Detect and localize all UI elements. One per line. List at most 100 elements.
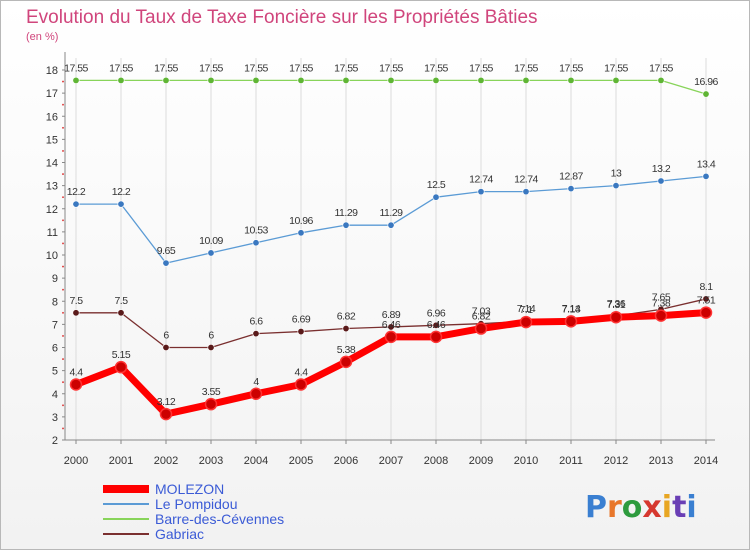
legend-label: Gabriac <box>155 526 204 542</box>
axes: 2 3 4 5 6 7 8 9 10 11 12 13 14 15 16 17 18 2000 2001 2002 20… <box>46 52 718 467</box>
data-label: 12.5 <box>427 179 446 191</box>
data-label: 7.14 <box>517 303 536 315</box>
data-point <box>702 90 710 98</box>
data-point <box>612 182 620 190</box>
logo-letter: t <box>672 490 686 525</box>
data-label: 10.96 <box>289 215 313 227</box>
data-point <box>252 76 260 84</box>
x-tick-label: 2012 <box>604 455 628 467</box>
x-tick-label: 2002 <box>154 455 178 467</box>
y-minor-mark <box>62 242 64 245</box>
y-minor-mark <box>62 150 64 152</box>
data-point <box>522 76 530 84</box>
data-point <box>69 378 83 391</box>
chart-title: Evolution du Taux de Taxe Foncière sur l… <box>26 7 538 28</box>
data-label: 17.55 <box>289 62 313 74</box>
data-label: 7.03 <box>472 306 491 318</box>
data-label: 17.55 <box>64 62 88 74</box>
data-label: 17.55 <box>244 62 268 74</box>
data-point <box>474 322 488 335</box>
data-label: 17.55 <box>199 62 223 74</box>
data-label: 7.65 <box>652 291 671 303</box>
data-point <box>654 309 668 322</box>
y-tick-label: 2 <box>52 435 58 447</box>
y-minor-mark <box>62 358 64 360</box>
data-point <box>297 76 305 84</box>
data-point <box>117 200 125 208</box>
data-point <box>72 309 80 317</box>
data-label: 12.74 <box>469 174 493 186</box>
data-point <box>342 221 350 229</box>
y-tick-label: 18 <box>46 65 58 77</box>
y-tick-label: 5 <box>52 366 58 378</box>
legend-label: MOLEZON <box>155 481 224 497</box>
data-label: 6 <box>163 330 169 342</box>
data-label: 8.1 <box>699 281 713 293</box>
data-point <box>162 76 170 84</box>
data-label: 6.46 <box>382 319 401 331</box>
y-tick-label: 17 <box>46 88 58 100</box>
data-point <box>387 323 395 331</box>
data-label: 7.31 <box>607 299 626 311</box>
data-label: 13 <box>611 168 622 180</box>
x-tick-label: 2003 <box>199 455 223 467</box>
data-label: 12.2 <box>67 186 86 198</box>
data-label: 6.82 <box>337 311 356 323</box>
data-label: 10.53 <box>244 225 268 237</box>
x-tick-label: 2000 <box>64 455 88 467</box>
data-point <box>339 355 353 369</box>
data-label: 17.55 <box>334 62 358 74</box>
data-label: 4.4 <box>69 367 83 379</box>
logo-letter: o <box>622 490 643 525</box>
data-label: 17.55 <box>424 62 448 74</box>
y-tick-label: 12 <box>46 204 58 216</box>
x-tick-label: 2010 <box>514 455 538 467</box>
y-tick-label: 15 <box>46 134 58 146</box>
data-label: 10.09 <box>199 235 223 247</box>
y-tick-label: 7 <box>52 319 58 331</box>
data-point <box>702 172 710 180</box>
y-minor-mark <box>62 196 64 199</box>
data-point <box>387 221 395 229</box>
data-point <box>207 343 215 351</box>
data-point <box>432 193 440 201</box>
logo-letter: i <box>662 490 672 525</box>
logo-letter: P <box>585 490 607 525</box>
y-tick-label: 3 <box>52 412 58 424</box>
data-point <box>384 330 398 344</box>
data-point <box>297 328 305 336</box>
data-label: 17.55 <box>469 62 493 74</box>
x-tick-label: 2014 <box>694 455 718 467</box>
y-minor-mark <box>62 219 64 222</box>
series-layer <box>69 76 713 421</box>
data-label: 6.89 <box>382 309 401 321</box>
data-label: 16.96 <box>694 76 718 88</box>
data-point <box>432 76 440 84</box>
y-minor-mark <box>62 265 64 268</box>
data-point <box>567 76 575 84</box>
data-label: 12.87 <box>559 171 583 183</box>
y-tick-label: 14 <box>46 158 58 170</box>
data-point <box>162 343 170 351</box>
grid <box>75 58 707 440</box>
data-label: 11.29 <box>380 207 404 219</box>
x-tick-label: 2005 <box>289 455 313 467</box>
data-point <box>114 360 128 374</box>
data-point <box>204 397 218 411</box>
data-label: 17.55 <box>559 62 583 74</box>
data-point <box>429 330 443 344</box>
data-labels: 17.55 17.55 17.55 17.55 17.55 17.55 17.55 17.55… <box>64 62 719 408</box>
data-label: 7.5 <box>69 295 83 307</box>
data-point <box>342 325 350 333</box>
data-label: 7.5 <box>114 295 128 307</box>
data-point <box>567 185 575 193</box>
data-point <box>477 188 485 196</box>
x-tick-label: 2009 <box>469 455 493 467</box>
y-tick-label: 10 <box>46 250 58 262</box>
data-point <box>612 76 620 84</box>
data-label: 6.46 <box>427 319 446 331</box>
data-label: 13.4 <box>697 158 716 170</box>
y-minor-mark <box>62 288 64 291</box>
